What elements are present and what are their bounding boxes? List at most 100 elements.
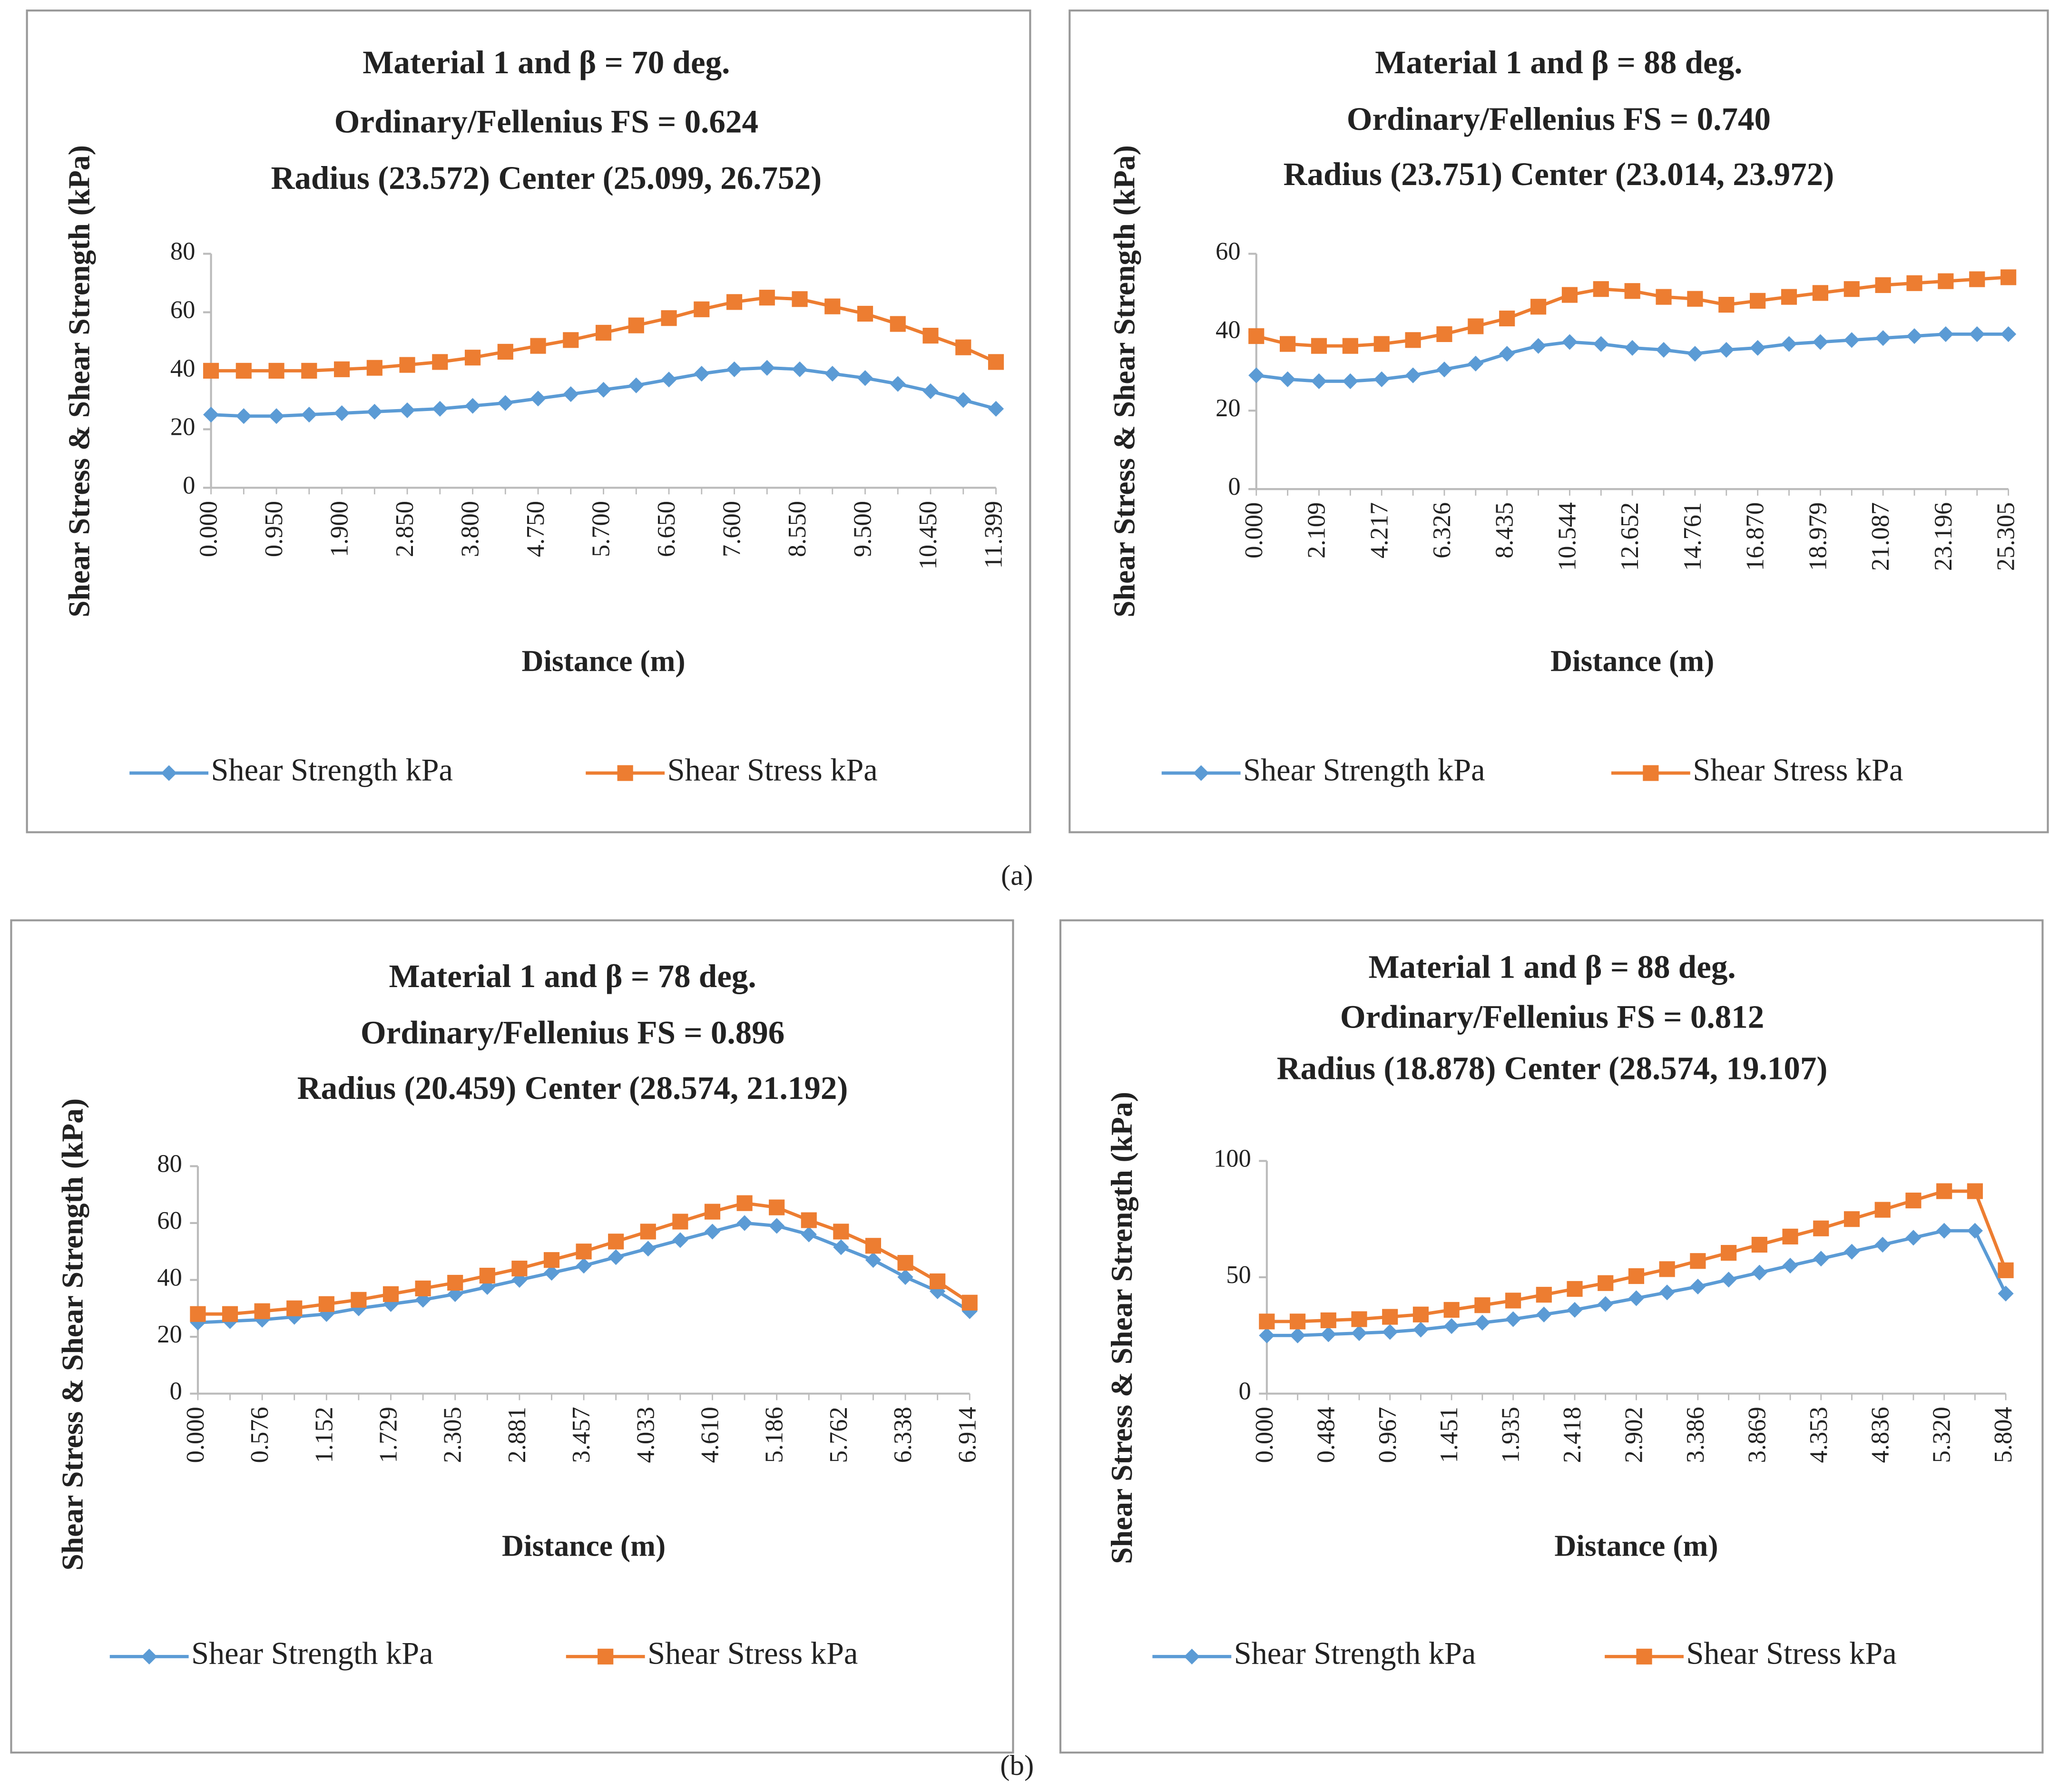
point (1751, 1264, 1767, 1281)
point (1750, 293, 1766, 309)
x-tick-label: 3.386 (1682, 1407, 1709, 1463)
x-tick-label: 6.650 (653, 501, 680, 557)
x-tick-label: 2.902 (1620, 1407, 1648, 1463)
point (1342, 338, 1358, 354)
point (955, 392, 971, 408)
x-tick-label: 6.338 (889, 1407, 917, 1463)
point (955, 339, 971, 355)
point (1259, 1313, 1275, 1330)
point (203, 362, 219, 379)
legend-label: Shear Stress kPa (647, 1636, 858, 1671)
point (694, 365, 710, 382)
y-axis-title: Shear Stress & Shear Strength (kPa) (1107, 145, 1141, 617)
chart-frame (10, 919, 1014, 1754)
x-tick-label: 10.544 (1553, 502, 1581, 571)
x-tick-label: 7.600 (718, 501, 746, 557)
point (1782, 1228, 1798, 1244)
y-tick-label: 60 (157, 1207, 182, 1234)
chart-frame (1069, 10, 2049, 833)
chart-title: Radius (23.572) Center (25.099, 26.752) (271, 159, 822, 196)
point (988, 401, 1004, 417)
point (1248, 328, 1265, 344)
legend-label: Shear Strength kPa (1234, 1636, 1476, 1671)
point (366, 403, 382, 420)
point (1468, 318, 1484, 334)
chart-title: Radius (23.751) Center (23.014, 23.972) (1284, 156, 1834, 192)
chart-title: Radius (18.878) Center (28.574, 19.107) (1277, 1049, 1828, 1086)
point (1351, 1311, 1367, 1327)
x-tick-label: 16.870 (1742, 502, 1769, 571)
point (1936, 1183, 1952, 1199)
point (1536, 1306, 1552, 1322)
point (1812, 334, 1828, 350)
x-tick-label: 4.033 (632, 1407, 659, 1463)
point (235, 362, 252, 379)
point (704, 1224, 721, 1240)
y-tick-label: 20 (157, 1321, 182, 1348)
point (1373, 336, 1390, 352)
x-tick-label: 9.500 (849, 501, 877, 557)
y-tick-label: 0 (183, 471, 195, 499)
y-tick-label: 40 (1216, 316, 1241, 343)
point (857, 305, 873, 322)
x-tick-label: 4.217 (1365, 502, 1393, 558)
point (1436, 326, 1452, 343)
point (1598, 1296, 1614, 1312)
chart-title: Ordinary/Fellenius FS = 0.624 (334, 103, 758, 139)
point (432, 354, 448, 370)
y-tick-label: 60 (170, 296, 196, 323)
point (640, 1241, 656, 1257)
point (2000, 269, 2017, 285)
x-tick-label: 25.305 (1992, 502, 2020, 571)
point (447, 1274, 463, 1291)
point (1659, 1261, 1675, 1277)
point (1474, 1314, 1490, 1331)
point (824, 365, 841, 382)
point (1536, 1287, 1552, 1303)
point (399, 357, 415, 373)
point (399, 402, 415, 418)
point (672, 1232, 688, 1248)
point (1320, 1312, 1336, 1329)
point (694, 301, 710, 317)
point (382, 1286, 399, 1302)
point (1443, 1302, 1460, 1318)
point (530, 338, 546, 354)
legend-marker (1636, 1648, 1652, 1665)
point (1468, 355, 1484, 372)
legend-label: Shear Stress kPa (1693, 753, 1903, 787)
x-tick-label: 3.869 (1743, 1407, 1771, 1463)
x-tick-label: 2.418 (1559, 1407, 1586, 1463)
point (1687, 346, 1703, 362)
point (1656, 289, 1672, 305)
x-tick-label: 4.353 (1805, 1407, 1833, 1463)
chart-title: Ordinary/Fellenius FS = 0.896 (361, 1014, 784, 1051)
point (1628, 1268, 1645, 1284)
y-tick-label: 50 (1226, 1261, 1251, 1289)
x-tick-label: 10.450 (914, 501, 942, 569)
point (792, 361, 808, 377)
point (1938, 326, 1954, 343)
x-tick-label: 23.196 (1930, 502, 1957, 571)
y-axis-title: Shear Stress & Shear Strength (kPa) (1105, 1092, 1138, 1564)
point (1624, 340, 1640, 356)
x-tick-label: 2.305 (439, 1407, 467, 1463)
point (1656, 342, 1672, 358)
point (1750, 340, 1766, 356)
point (318, 1296, 334, 1312)
point (897, 1269, 913, 1285)
x-tick-label: 0.000 (1251, 1407, 1278, 1463)
y-tick-label: 0 (170, 1378, 182, 1405)
x-tick-label: 0.576 (246, 1407, 274, 1463)
legend-marker (1643, 765, 1659, 781)
point (1598, 1275, 1614, 1291)
legend-label: Shear Strength kPa (211, 753, 453, 787)
point (1813, 1251, 1829, 1267)
point (628, 377, 644, 393)
x-tick-label: 1.152 (310, 1407, 338, 1463)
point (254, 1303, 270, 1319)
point (736, 1195, 753, 1211)
point (1289, 1313, 1306, 1330)
x-tick-label: 4.836 (1866, 1407, 1894, 1463)
